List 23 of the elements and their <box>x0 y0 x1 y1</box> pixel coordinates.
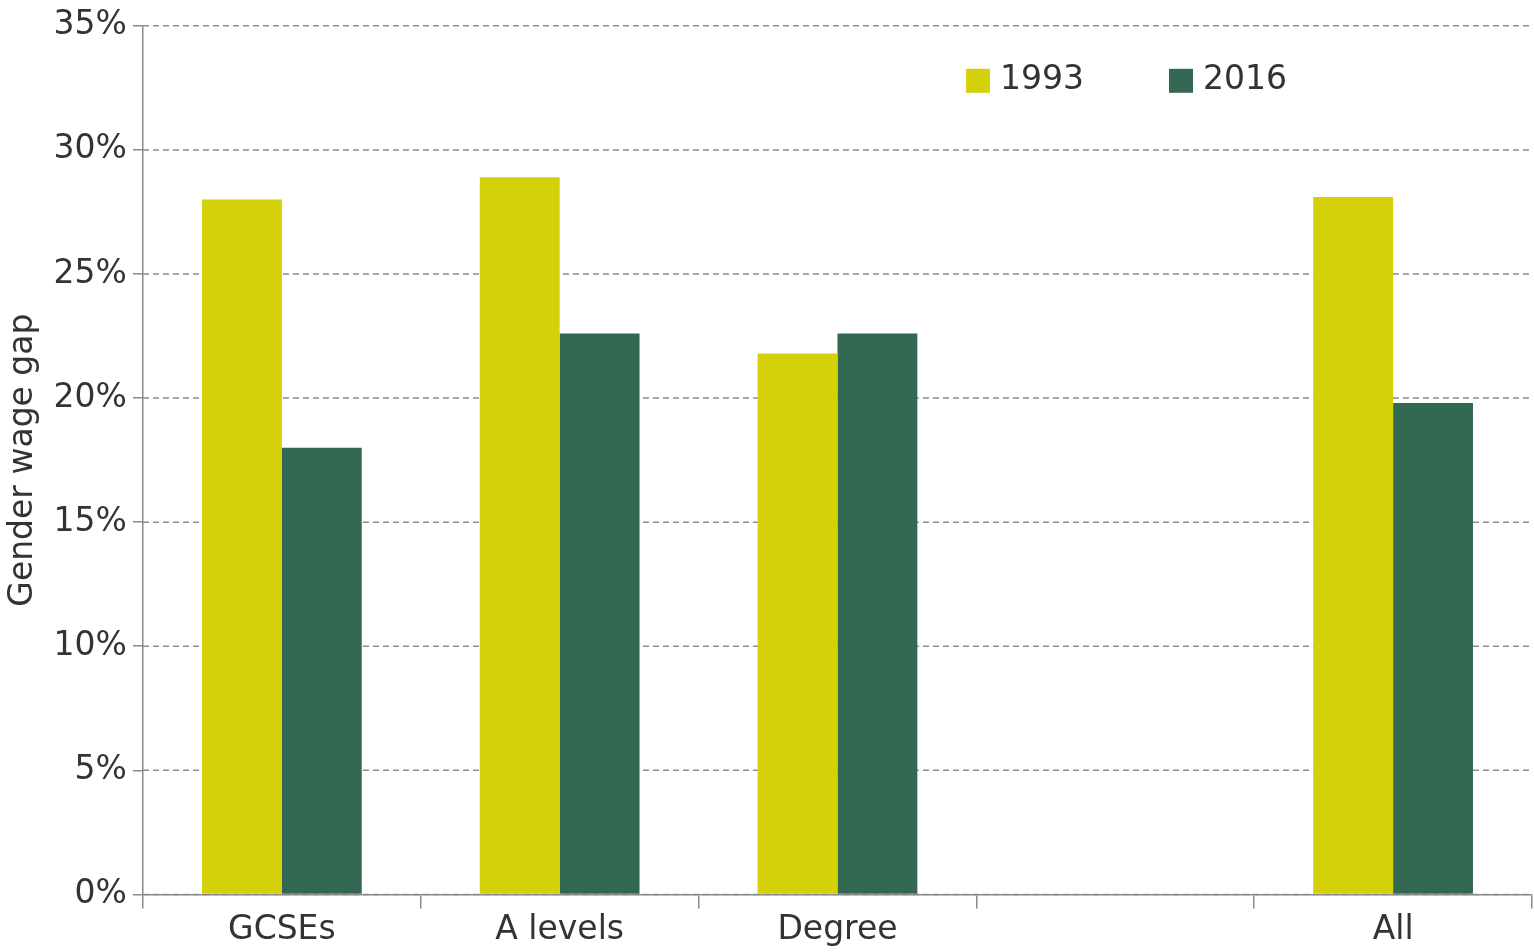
legend-label: 1993 <box>1000 58 1085 98</box>
bar <box>479 177 560 894</box>
x-tick-label: All <box>1372 907 1414 947</box>
y-tick-label: 30% <box>53 127 127 167</box>
y-tick-label: 0% <box>74 871 127 911</box>
y-tick-label: 15% <box>53 499 127 539</box>
bar <box>1313 197 1394 894</box>
bar <box>559 333 640 894</box>
y-tick-label: 35% <box>53 3 127 43</box>
y-tick-label: 5% <box>74 747 127 787</box>
x-tick-label: GCSEs <box>228 907 336 947</box>
bar <box>837 333 918 894</box>
legend-label: 2016 <box>1203 58 1287 98</box>
bar <box>1393 403 1473 894</box>
y-axis-title: Gender wage gap <box>1 313 41 607</box>
bar <box>201 199 282 894</box>
y-tick-label: 20% <box>53 375 127 415</box>
x-tick-label: A levels <box>495 907 625 947</box>
y-tick-label: 10% <box>53 623 127 663</box>
y-tick-label: 25% <box>53 251 127 291</box>
x-tick-label: Degree <box>777 907 898 947</box>
bar <box>281 447 362 894</box>
bar <box>757 353 838 894</box>
